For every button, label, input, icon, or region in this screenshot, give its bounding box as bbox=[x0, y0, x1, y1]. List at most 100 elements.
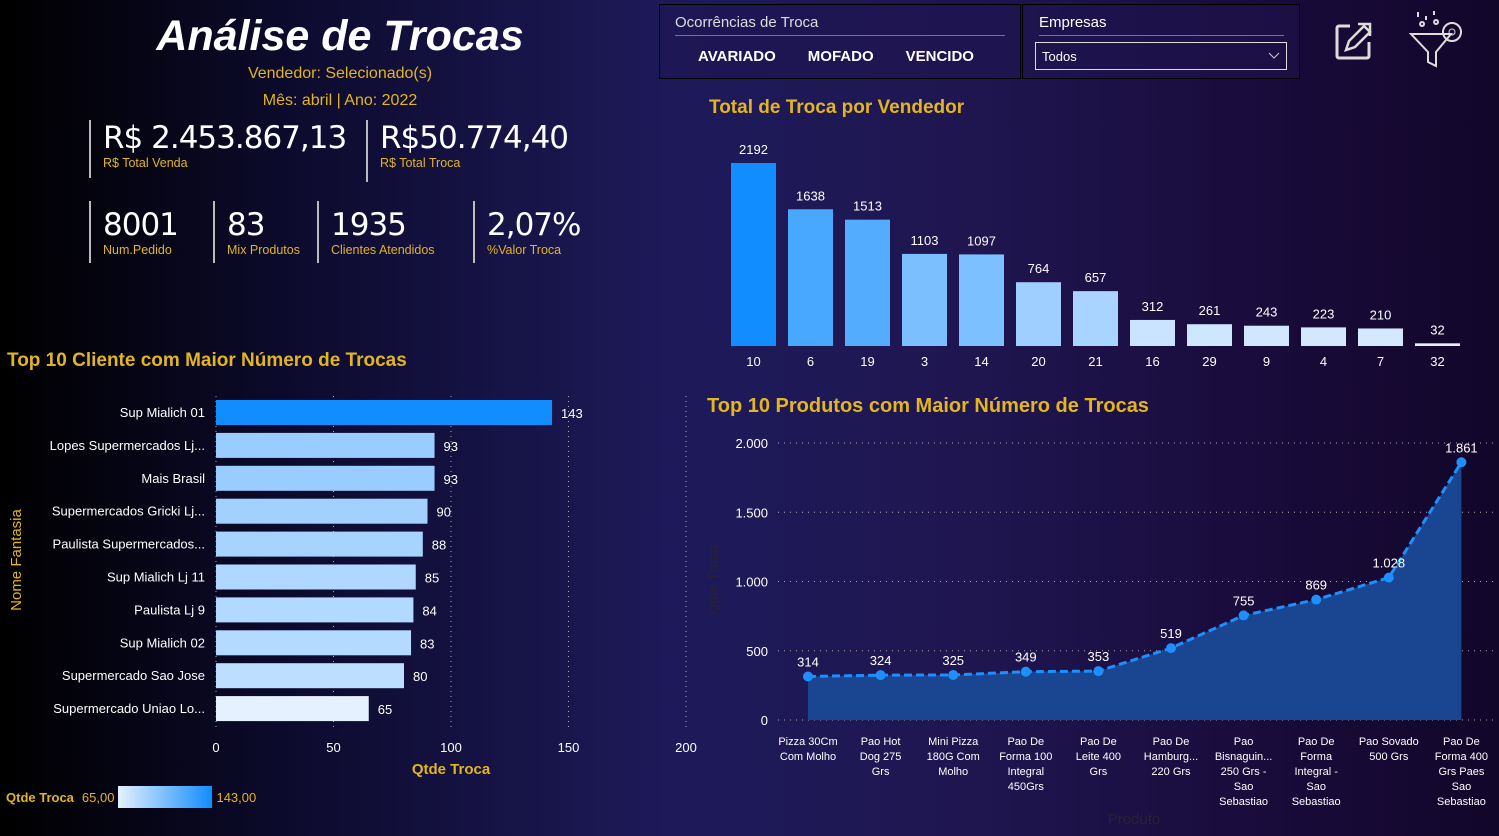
data-label: 869 bbox=[1305, 578, 1327, 593]
data-point bbox=[1456, 457, 1467, 468]
bar bbox=[788, 209, 833, 346]
option-mofado[interactable]: MOFADO bbox=[807, 48, 874, 65]
data-label: 314 bbox=[797, 655, 819, 670]
x-tick-label: Pao De Forma 400 Grs Paes Sao Sebastiao bbox=[1435, 736, 1488, 808]
data-label: 93 bbox=[444, 439, 458, 454]
option-avariado[interactable]: AVARIADO bbox=[698, 48, 776, 65]
data-label: 210 bbox=[1370, 307, 1392, 322]
page-title: Análise de Trocas bbox=[156, 12, 524, 60]
series-line bbox=[807, 461, 1463, 679]
empresas-slicer: Empresas Todos bbox=[1022, 4, 1300, 79]
data-label: 353 bbox=[1088, 649, 1110, 664]
data-point bbox=[1166, 643, 1176, 654]
kpi-label: Mix Produtos bbox=[227, 243, 300, 257]
color-legend: Qtde Troca 65,00 143,00 bbox=[6, 786, 256, 808]
ocorrencias-slicer: Ocorrências de Troca AVARIADO MOFADO VEN… bbox=[659, 4, 1021, 79]
data-label: 90 bbox=[437, 505, 451, 520]
legend-gradient bbox=[118, 786, 213, 808]
bar bbox=[1187, 324, 1232, 346]
data-label: 88 bbox=[432, 538, 446, 553]
bar bbox=[1415, 343, 1460, 346]
x-tick-label: 20 bbox=[1031, 354, 1045, 369]
y-tick-label: Supermercados Gricki Lj... bbox=[52, 504, 205, 519]
y-tick-label: 1.500 bbox=[735, 505, 768, 520]
external-link-icon[interactable] bbox=[1334, 20, 1374, 62]
kpi-total-venda: R$ 2.453.867,13 R$ Total Venda bbox=[89, 120, 347, 178]
data-point bbox=[1311, 594, 1322, 605]
y-axis-title: Nome Fantasia bbox=[8, 508, 25, 610]
vendedor-chart-title: Total de Troca por Vendedor bbox=[709, 97, 965, 118]
x-tick-label: Pao De Hamburg... 220 Grs bbox=[1144, 736, 1198, 778]
data-label: 755 bbox=[1233, 593, 1255, 608]
bar bbox=[902, 253, 947, 346]
slicer-title: Empresas bbox=[1039, 14, 1284, 36]
bar bbox=[216, 400, 553, 425]
x-tick-label: Pao De Forma Integral -Sao Sebastiao bbox=[1292, 736, 1341, 808]
kpi-label: %Valor Troca bbox=[487, 243, 562, 257]
x-tick-label: 0 bbox=[212, 740, 219, 755]
x-tick-label: Pao De Leite 400 Grs bbox=[1076, 736, 1121, 778]
y-tick-label: 2.000 bbox=[735, 436, 768, 451]
kpi-label: Clientes Atendidos bbox=[331, 243, 435, 257]
produto-chart-title: Top 10 Produtos com Maior Número de Troc… bbox=[707, 395, 1149, 417]
bar bbox=[216, 597, 414, 623]
bar bbox=[216, 630, 412, 656]
data-point bbox=[1238, 610, 1249, 621]
data-label: 80 bbox=[413, 669, 427, 684]
data-label: 83 bbox=[420, 636, 434, 651]
data-label: 32 bbox=[1430, 322, 1444, 337]
data-label: 1.028 bbox=[1373, 556, 1406, 571]
y-tick-label: Mais Brasil bbox=[141, 471, 205, 486]
cliente-chart-title: Top 10 Cliente com Maior Número de Troca… bbox=[7, 350, 407, 371]
slicer-title: Ocorrências de Troca bbox=[675, 14, 1005, 36]
empresas-dropdown[interactable]: Todos bbox=[1035, 42, 1287, 70]
legend-max: 143,00 bbox=[216, 789, 257, 805]
data-label: 243 bbox=[1256, 305, 1278, 320]
chevron-down-icon bbox=[1268, 52, 1280, 59]
x-tick-label: 32 bbox=[1430, 354, 1444, 369]
filter-settings-icon[interactable] bbox=[1406, 8, 1466, 68]
x-tick-label: 19 bbox=[860, 354, 874, 369]
x-tick-label: Mini Pizza 180G Com Molho bbox=[927, 736, 980, 778]
x-tick-label: 50 bbox=[326, 740, 340, 755]
data-label: 143 bbox=[561, 406, 583, 421]
y-tick-label: Lopes Supermercados Lj... bbox=[50, 438, 205, 453]
kpi-value: 2,07% bbox=[487, 207, 581, 243]
x-tick-label: Pizza 30Cm Com Molho bbox=[778, 736, 837, 763]
data-label: 1097 bbox=[967, 233, 996, 248]
bar bbox=[959, 254, 1004, 346]
data-point bbox=[875, 670, 886, 681]
x-tick-label: Pao Hot Dog 275 Grs bbox=[860, 736, 902, 778]
option-vencido[interactable]: VENCIDO bbox=[905, 48, 974, 65]
area-fill bbox=[808, 462, 1462, 720]
data-label: 1103 bbox=[911, 233, 939, 248]
x-tick-label: 150 bbox=[558, 740, 580, 755]
data-label: 1.861 bbox=[1445, 440, 1478, 455]
y-tick-label: Sup Mialich Lj 11 bbox=[107, 570, 205, 585]
y-tick-label: 0 bbox=[761, 713, 768, 728]
y-axis-title: Qtde Troca bbox=[705, 545, 721, 614]
x-tick-label: 100 bbox=[440, 740, 462, 755]
data-label: 261 bbox=[1199, 303, 1221, 318]
data-label: 85 bbox=[425, 571, 439, 586]
data-label: 223 bbox=[1313, 306, 1335, 321]
x-tick-label: 4 bbox=[1320, 354, 1327, 369]
data-label: 1638 bbox=[796, 188, 825, 203]
y-tick-label: Paulista Supermercados... bbox=[53, 537, 205, 552]
dropdown-value: Todos bbox=[1042, 48, 1077, 64]
data-label: 349 bbox=[1015, 650, 1037, 665]
x-tick-label: 6 bbox=[807, 354, 814, 369]
data-label: 65 bbox=[378, 702, 392, 717]
kpi-value: 1935 bbox=[331, 207, 407, 243]
vendedor-subtitle: Vendedor: Selecionado(s) bbox=[247, 65, 433, 82]
data-label: 312 bbox=[1142, 299, 1164, 314]
kpi-value: 83 bbox=[227, 207, 265, 243]
kpi-label: Num.Pedido bbox=[103, 243, 172, 257]
x-tick-label: 29 bbox=[1202, 354, 1216, 369]
data-point bbox=[1020, 666, 1031, 677]
kpi-clientes: 1935 Clientes Atendidos bbox=[317, 201, 435, 263]
bar bbox=[1016, 282, 1061, 346]
data-point bbox=[803, 671, 813, 682]
x-tick-label: Pao Sovado 500 Grs bbox=[1359, 736, 1419, 763]
